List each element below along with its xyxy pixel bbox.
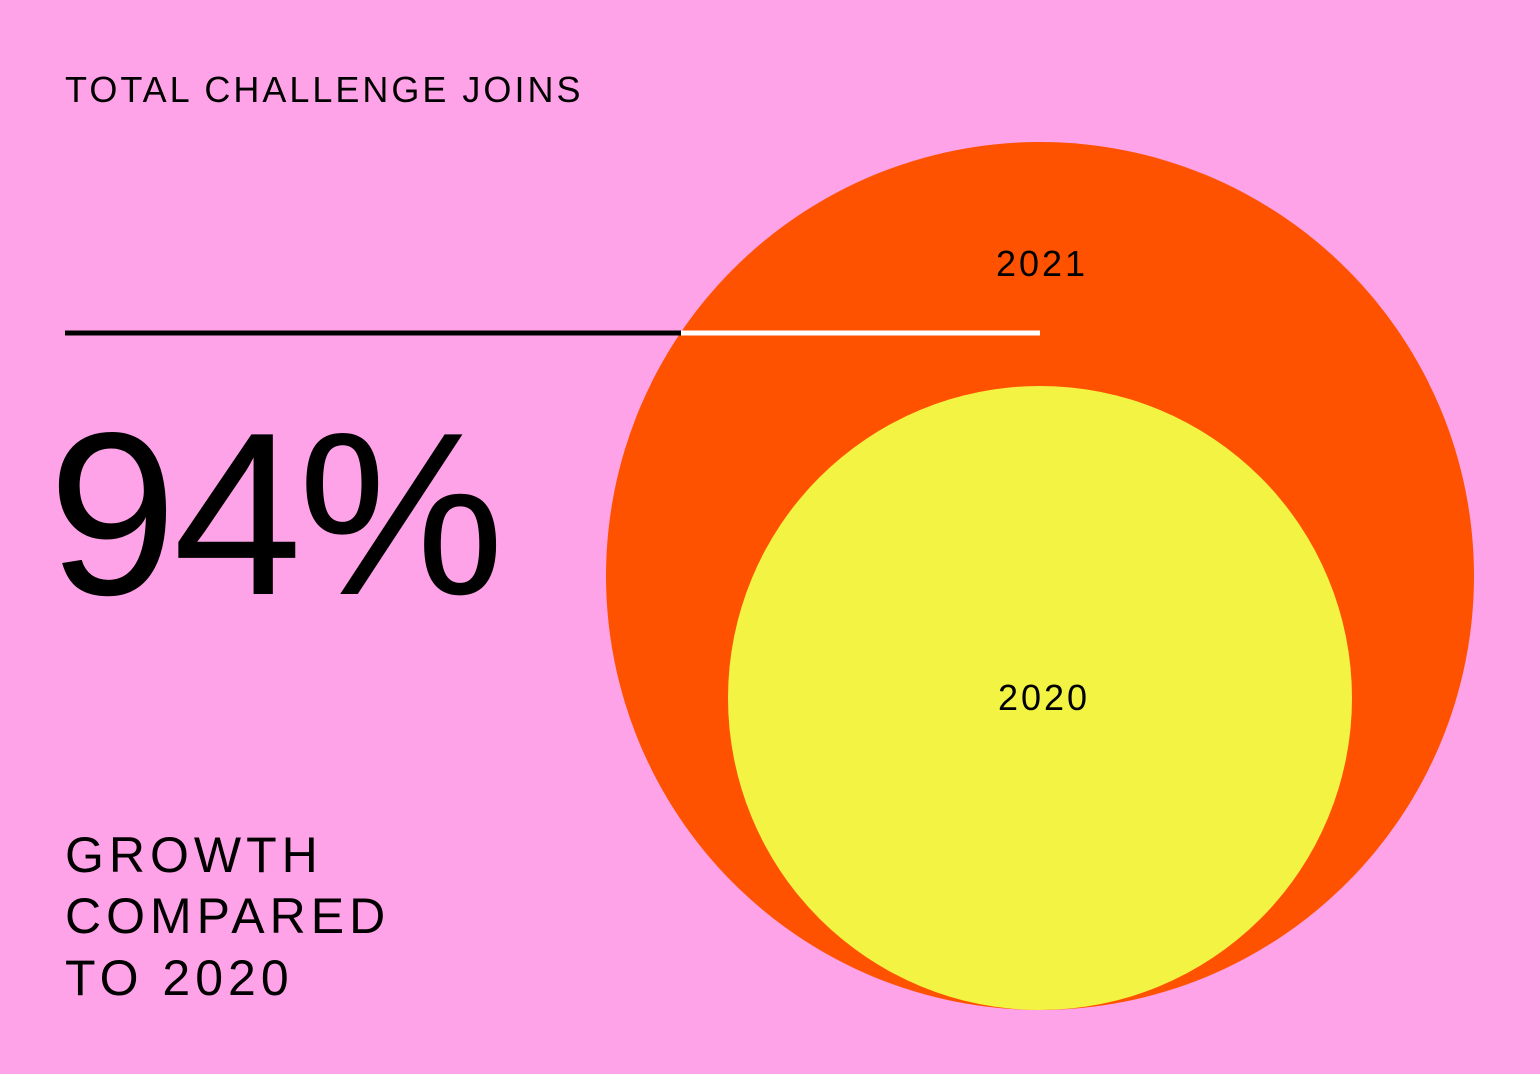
circle-label: 2020 — [998, 677, 1090, 718]
stat-caption: GROWTH — [65, 827, 323, 883]
stat-value: 94% — [48, 385, 500, 644]
title: TOTAL CHALLENGE JOINS — [65, 69, 583, 110]
circle-2020 — [728, 386, 1352, 1010]
stat-caption: TO 2020 — [65, 950, 294, 1006]
stat-caption: COMPARED — [65, 888, 390, 944]
circle-label: 2021 — [996, 243, 1088, 284]
